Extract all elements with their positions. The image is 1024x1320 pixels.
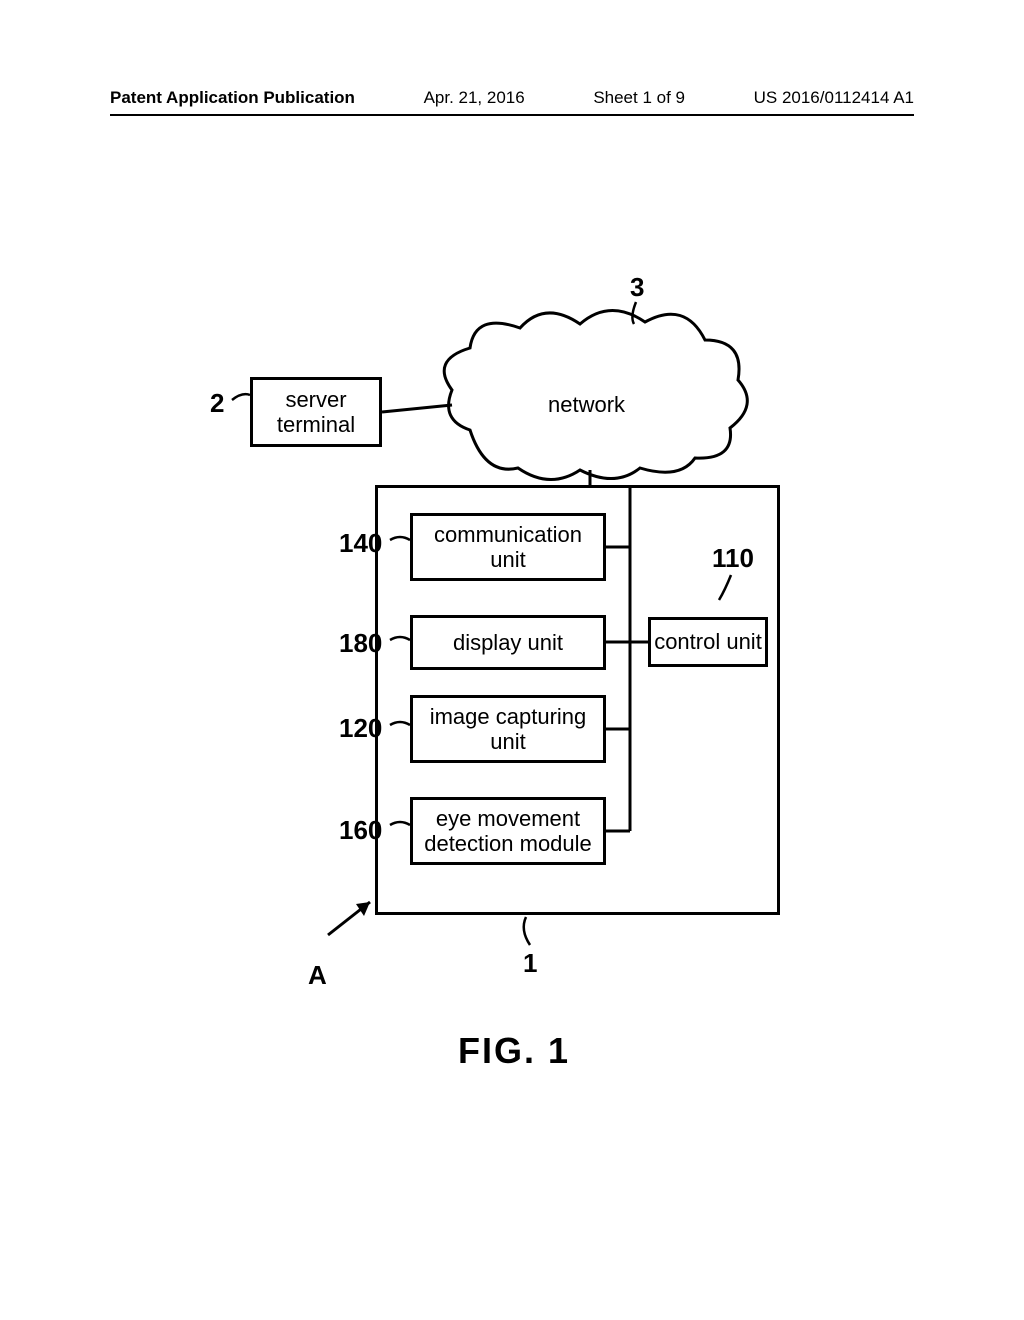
display-unit-label: display unit <box>453 630 563 655</box>
leadline-2 <box>232 394 250 400</box>
control-unit-label: control unit <box>654 629 762 654</box>
communication-unit-label: communication unit <box>434 522 582 573</box>
control-unit-box: control unit <box>648 617 768 667</box>
leadline-1 <box>524 917 530 945</box>
server-terminal-box: server terminal <box>250 377 382 447</box>
ref-2: 2 <box>210 388 224 419</box>
figure-title: FIG. 1 <box>458 1030 570 1072</box>
eye-movement-module-label: eye movement detection module <box>424 806 592 857</box>
ref-1: 1 <box>523 948 537 979</box>
patent-page: Patent Application Publication Apr. 21, … <box>0 0 1024 1320</box>
communication-unit-box: communication unit <box>410 513 606 581</box>
image-capturing-unit-box: image capturing unit <box>410 695 606 763</box>
eye-movement-module-box: eye movement detection module <box>410 797 606 865</box>
system-label-a: A <box>308 960 327 991</box>
network-label: network <box>548 392 625 417</box>
arrow-a-head <box>356 902 370 916</box>
display-unit-box: display unit <box>410 615 606 670</box>
image-capturing-unit-label: image capturing unit <box>430 704 587 755</box>
connector-server-to-network <box>382 405 452 412</box>
ref-3: 3 <box>630 272 644 303</box>
server-terminal-label: server terminal <box>277 387 355 438</box>
